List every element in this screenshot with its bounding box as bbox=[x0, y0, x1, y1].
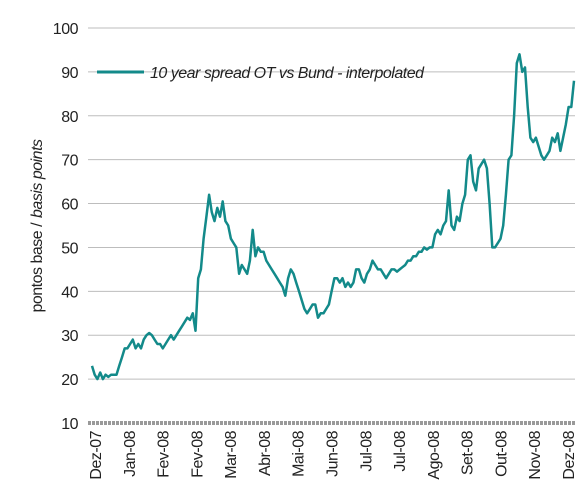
y-tick-label: 40 bbox=[61, 284, 78, 301]
y-tick-label: 30 bbox=[61, 328, 78, 345]
y-tick-label: 90 bbox=[61, 65, 78, 82]
y-tick-label: 50 bbox=[61, 240, 78, 257]
y-tick-label: 60 bbox=[61, 197, 78, 214]
legend-label: 10 year spread OT vs Bund - interpolated bbox=[150, 65, 425, 82]
x-tick-label: Jul-08 bbox=[358, 430, 375, 471]
x-tick-label: Jul-08 bbox=[392, 430, 409, 471]
x-tick-label: Dez-07 bbox=[88, 430, 105, 479]
x-tick-label: Mar-08 bbox=[223, 430, 240, 478]
x-tick-label: Out-08 bbox=[493, 430, 510, 477]
x-tick-label: Nov-08 bbox=[527, 430, 544, 479]
x-tick-label: Mai-08 bbox=[291, 430, 308, 477]
x-tick-label: Fev-08 bbox=[156, 430, 173, 477]
data-line bbox=[90, 53, 576, 381]
x-tick-label: Fev-08 bbox=[189, 430, 206, 477]
x-tick-label: Ago-08 bbox=[426, 430, 443, 479]
x-tick-label: Dez-08 bbox=[561, 430, 578, 479]
y-axis-label: pontos base / basis points bbox=[29, 139, 46, 313]
x-tick-label: Jun-08 bbox=[325, 430, 342, 477]
x-tick-label: Set-08 bbox=[460, 430, 477, 475]
y-tick-label: 70 bbox=[61, 153, 78, 170]
x-tick-label: Abr-08 bbox=[257, 430, 274, 476]
y-axis-label-part: basis points bbox=[29, 139, 46, 218]
y-axis-label-part: pontos base / bbox=[29, 222, 46, 313]
y-tick-label: 100 bbox=[53, 21, 79, 38]
x-tick-label: Jan-08 bbox=[122, 430, 139, 477]
y-tick-label: 10 bbox=[61, 416, 78, 433]
y-tick-label: 80 bbox=[61, 109, 78, 126]
y-tick-label: 20 bbox=[61, 372, 78, 389]
